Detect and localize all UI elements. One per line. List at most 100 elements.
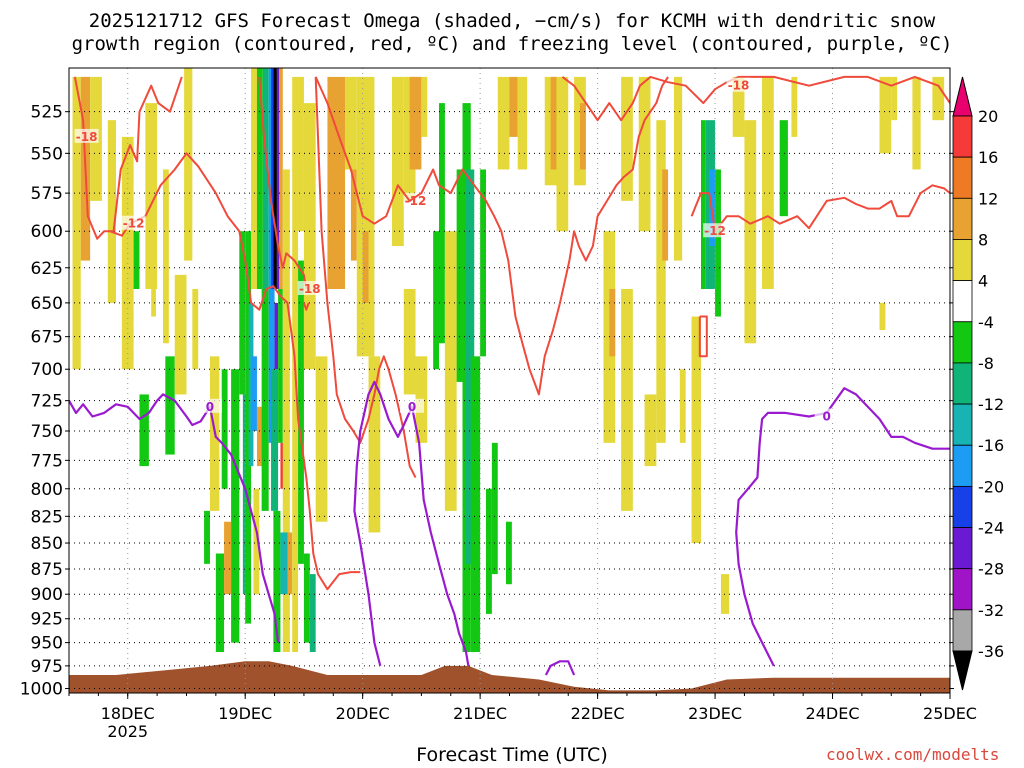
- omega-cell: [221, 369, 228, 489]
- omega-cell: [251, 68, 257, 289]
- x-tick-label: 18DEC: [101, 704, 155, 723]
- chart-title-line2: growth region (contoured, red, ºC) and f…: [71, 33, 953, 55]
- colorbar-label: -16: [978, 436, 1004, 455]
- y-tick-label: 725: [31, 392, 63, 412]
- y-axis: 525 550 575 600 625 650 675 700 725 750 775 800 825 8…: [20, 103, 954, 700]
- contour-label: -12: [704, 224, 726, 238]
- omega-cell: [762, 76, 774, 289]
- colorbar-label: 20: [978, 107, 998, 126]
- omega-cell: [662, 169, 669, 261]
- y-tick-label: 675: [31, 328, 63, 348]
- x-tick-label: 23DEC: [688, 704, 742, 723]
- omega-cell: [262, 68, 269, 289]
- omega-cell: [268, 68, 272, 289]
- colorbar-bottom-arrow: [952, 650, 973, 691]
- y-tick-label: 900: [31, 585, 63, 605]
- omega-cell: [700, 120, 706, 289]
- y-tick-label: 650: [31, 294, 63, 314]
- grid: [69, 68, 951, 693]
- omega-cell: [192, 288, 199, 370]
- omega-cell: [245, 231, 252, 624]
- omega-cell: [303, 103, 316, 370]
- omega-cell: [271, 369, 279, 511]
- colorbar-label: 12: [978, 189, 998, 208]
- omega-cell: [621, 76, 633, 201]
- freezing-contour: [735, 387, 950, 667]
- omega-cell: [409, 76, 422, 170]
- dendritic-contour: [314, 76, 669, 396]
- y-tick-label: 600: [31, 222, 63, 242]
- colorbar-bin: [952, 568, 973, 611]
- colorbar-label: -36: [978, 642, 1004, 661]
- x-tick-sublabel: 2025: [107, 722, 148, 741]
- omega-cell: [184, 68, 193, 261]
- dendritic-contour: [561, 75, 950, 122]
- contour-label-bg: [400, 398, 425, 413]
- omega-cell: [251, 356, 257, 431]
- omega-cell: [261, 288, 269, 511]
- omega-cell: [145, 103, 158, 289]
- omega-cell: [744, 120, 757, 344]
- colorbar-label: -20: [978, 477, 1004, 496]
- colorbar-bin: [952, 403, 973, 446]
- omega-cell: [609, 288, 616, 357]
- contour-label: -18: [76, 130, 98, 144]
- omega-cell: [204, 510, 210, 564]
- x-tick-label: 25DEC: [923, 704, 977, 723]
- y-tick-label: 850: [31, 534, 63, 554]
- omega-cell: [644, 394, 657, 467]
- omega-cell: [368, 356, 381, 533]
- omega-cell: [517, 76, 528, 170]
- omega-cell: [356, 76, 375, 357]
- omega-cell: [273, 510, 281, 652]
- y-tick-label: 525: [31, 103, 63, 123]
- omega-cell: [480, 169, 487, 357]
- contour-label-bg: [403, 192, 428, 207]
- omega-cell: [691, 316, 701, 544]
- chart-title-line1: 2025121712 GFS Forecast Omega (shaded, −…: [88, 10, 936, 32]
- y-tick-label: 825: [31, 507, 63, 527]
- omega-cell: [433, 231, 440, 370]
- omega-cell: [273, 68, 277, 289]
- omega-cell: [303, 553, 310, 643]
- x-tick-label: 24DEC: [806, 704, 860, 723]
- omega-cell: [292, 231, 299, 652]
- colorbar-label: 4: [978, 272, 988, 291]
- dendritic-contour: [690, 184, 950, 233]
- omega-cell: [162, 169, 169, 344]
- y-tick-label: 875: [31, 560, 63, 580]
- omega-cell: [621, 288, 633, 511]
- omega-cell: [231, 369, 240, 643]
- omega-cell: [327, 76, 346, 289]
- contour-label-bg: [814, 408, 839, 423]
- contour-label-bg: [297, 280, 322, 295]
- omega-cell: [271, 68, 274, 289]
- contours: -18 -12 -18 -12 -18 -12 0 0 0: [69, 75, 950, 676]
- omega-cell: [107, 120, 116, 303]
- omega-shading: [72, 68, 945, 652]
- omega-cell: [345, 76, 357, 170]
- x-tick-label: 22DEC: [571, 704, 625, 723]
- omega-cell: [879, 302, 886, 331]
- colorbar-label: 8: [978, 230, 988, 249]
- omega-cell: [309, 574, 316, 652]
- omega-cell: [720, 574, 730, 614]
- credit-link[interactable]: coolwx.com/modelts: [826, 745, 1000, 764]
- omega-cell: [779, 120, 788, 217]
- y-tick-label: 575: [31, 184, 63, 204]
- contour-label-bg: [703, 223, 728, 238]
- omega-cell: [403, 288, 416, 395]
- y-tick-label: 750: [31, 422, 63, 442]
- y-tick-label: 925: [31, 610, 63, 630]
- contour-label: -18: [299, 282, 321, 296]
- y-tick-label: 700: [31, 360, 63, 380]
- omega-cell: [298, 260, 304, 564]
- colorbar-bin: [952, 156, 973, 199]
- colorbar-bin: [952, 280, 973, 323]
- y-tick-label: 1000: [20, 680, 63, 700]
- freezing-contour: [69, 393, 280, 643]
- dendritic-contour: [302, 302, 310, 311]
- omega-cell: [638, 76, 651, 232]
- omega-cell: [287, 532, 293, 595]
